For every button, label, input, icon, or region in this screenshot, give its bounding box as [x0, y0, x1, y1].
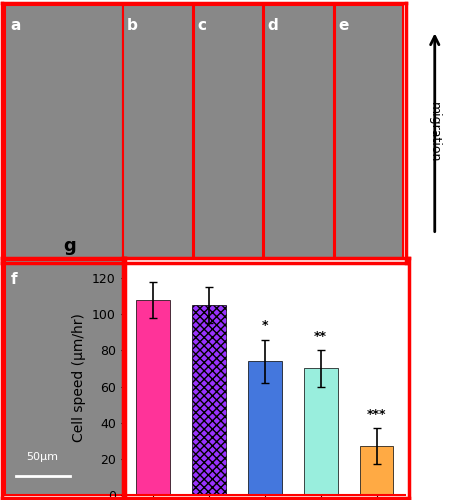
Text: f: f — [11, 272, 17, 287]
Text: *: * — [261, 320, 268, 332]
Text: b: b — [127, 18, 138, 33]
Y-axis label: Cell speed (μm/hr): Cell speed (μm/hr) — [72, 313, 86, 442]
Text: ***: *** — [367, 408, 386, 421]
Bar — [192, 305, 226, 495]
Text: **: ** — [314, 330, 327, 343]
Text: migration: migration — [428, 102, 441, 162]
Bar — [360, 446, 393, 495]
Text: d: d — [268, 18, 279, 33]
Bar — [136, 300, 170, 495]
Text: a: a — [11, 18, 21, 33]
Text: e: e — [338, 18, 349, 33]
Bar — [248, 361, 282, 495]
Text: c: c — [197, 18, 206, 33]
Text: 50μm: 50μm — [26, 452, 58, 462]
Text: g: g — [63, 238, 76, 256]
Bar — [304, 368, 337, 495]
